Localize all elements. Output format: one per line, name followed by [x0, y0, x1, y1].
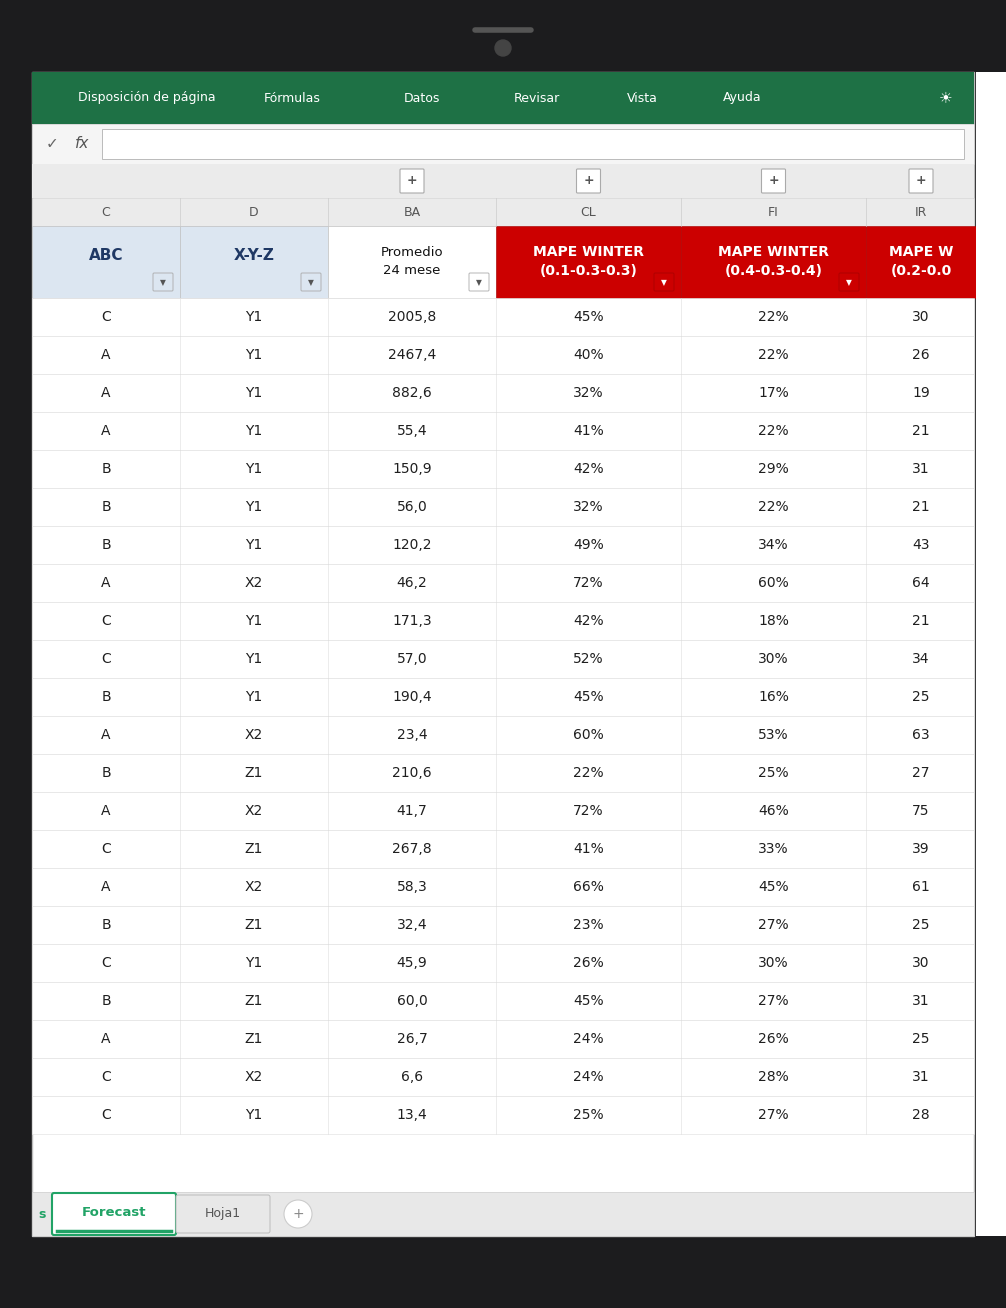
Bar: [976, 72, 984, 1192]
Bar: [32, 1058, 974, 1096]
Text: 28: 28: [912, 1108, 930, 1122]
Text: 56,0: 56,0: [396, 500, 428, 514]
Text: 57,0: 57,0: [396, 651, 428, 666]
Text: X2: X2: [244, 729, 264, 742]
Circle shape: [284, 1199, 312, 1228]
Text: 26%: 26%: [759, 1032, 789, 1046]
Text: 18%: 18%: [759, 613, 789, 628]
Text: 25: 25: [912, 918, 930, 933]
Text: 30%: 30%: [759, 651, 789, 666]
Text: C: C: [102, 613, 111, 628]
Text: Vista: Vista: [627, 92, 658, 105]
Text: IR: IR: [914, 205, 928, 218]
Bar: [32, 715, 974, 753]
Text: 16%: 16%: [759, 691, 789, 704]
Text: 21: 21: [912, 613, 930, 628]
Text: X2: X2: [244, 880, 264, 893]
Text: 25%: 25%: [759, 766, 789, 780]
Text: +: +: [915, 174, 927, 187]
Bar: [32, 124, 974, 164]
Text: 26,7: 26,7: [396, 1032, 428, 1046]
Bar: [32, 869, 974, 906]
Text: 27%: 27%: [759, 1108, 789, 1122]
Text: Y1: Y1: [245, 386, 263, 400]
Bar: [32, 412, 974, 450]
Text: B: B: [102, 766, 111, 780]
FancyBboxPatch shape: [762, 169, 786, 194]
Text: 72%: 72%: [573, 804, 604, 818]
Text: 190,4: 190,4: [392, 691, 432, 704]
Bar: [32, 602, 974, 640]
Text: 28%: 28%: [759, 1070, 789, 1084]
Bar: [681, 226, 866, 298]
Text: 30%: 30%: [759, 956, 789, 971]
Text: 33%: 33%: [759, 842, 789, 855]
FancyBboxPatch shape: [654, 273, 674, 290]
Bar: [32, 982, 974, 1020]
Bar: [32, 906, 974, 944]
Bar: [32, 640, 974, 678]
Text: 23,4: 23,4: [396, 729, 428, 742]
Text: 41%: 41%: [573, 842, 604, 855]
Text: ☀: ☀: [940, 90, 953, 106]
Text: Forecast: Forecast: [81, 1206, 146, 1219]
Text: 150,9: 150,9: [392, 462, 432, 476]
Text: Y1: Y1: [245, 1108, 263, 1122]
Text: BA: BA: [403, 205, 421, 218]
Bar: [328, 226, 496, 298]
Bar: [32, 753, 974, 793]
Text: 49%: 49%: [573, 538, 604, 552]
Text: 40%: 40%: [573, 348, 604, 362]
Text: 27: 27: [912, 766, 930, 780]
Text: 42%: 42%: [573, 462, 604, 476]
Bar: [32, 793, 974, 831]
Text: 31: 31: [912, 1070, 930, 1084]
Text: (0.4-0.3-0.4): (0.4-0.3-0.4): [724, 264, 823, 279]
Bar: [32, 72, 974, 124]
Text: Y1: Y1: [245, 310, 263, 324]
Text: 2005,8: 2005,8: [388, 310, 437, 324]
Text: Y1: Y1: [245, 613, 263, 628]
Text: 267,8: 267,8: [392, 842, 432, 855]
Text: A: A: [102, 1032, 111, 1046]
Text: 46,2: 46,2: [396, 576, 428, 590]
FancyBboxPatch shape: [469, 273, 489, 290]
Text: 120,2: 120,2: [392, 538, 432, 552]
FancyBboxPatch shape: [400, 169, 424, 194]
Bar: [976, 72, 1006, 1236]
Text: A: A: [102, 424, 111, 438]
Text: A: A: [102, 804, 111, 818]
Bar: [32, 72, 974, 1236]
FancyBboxPatch shape: [153, 273, 173, 290]
Text: Z1: Z1: [244, 1032, 264, 1046]
Bar: [32, 1020, 974, 1058]
Text: 31: 31: [912, 994, 930, 1008]
Text: C: C: [102, 205, 111, 218]
Text: B: B: [102, 500, 111, 514]
Text: 63: 63: [912, 729, 930, 742]
Text: 45,9: 45,9: [396, 956, 428, 971]
Text: 19: 19: [912, 386, 930, 400]
Text: X2: X2: [244, 1070, 264, 1084]
Text: 24 mese: 24 mese: [383, 263, 441, 276]
Text: Y1: Y1: [245, 348, 263, 362]
Text: 17%: 17%: [759, 386, 789, 400]
Text: ▼: ▼: [476, 279, 482, 288]
Bar: [32, 831, 974, 869]
Text: 171,3: 171,3: [392, 613, 432, 628]
Text: 6,6: 6,6: [401, 1070, 424, 1084]
Text: 22%: 22%: [759, 500, 789, 514]
Text: 30: 30: [912, 310, 930, 324]
Text: Y1: Y1: [245, 538, 263, 552]
Text: +: +: [769, 174, 779, 187]
Text: B: B: [102, 994, 111, 1008]
Text: Y1: Y1: [245, 462, 263, 476]
FancyBboxPatch shape: [301, 273, 321, 290]
Text: Y1: Y1: [245, 956, 263, 971]
Text: ▼: ▼: [846, 279, 852, 288]
Text: X2: X2: [244, 576, 264, 590]
Text: +: +: [583, 174, 594, 187]
Text: ▼: ▼: [308, 279, 314, 288]
Text: X2: X2: [244, 804, 264, 818]
